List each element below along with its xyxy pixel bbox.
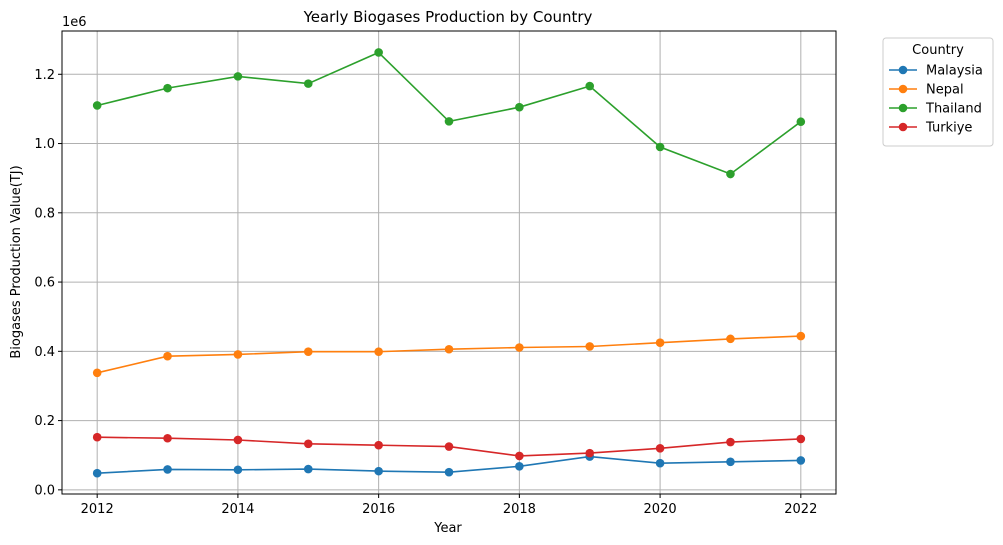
x-axis-ticks: 2012 2014 2016 2018 2020 2022 [81, 494, 817, 517]
data-point-turkiye [233, 435, 243, 445]
legend-title: Country [912, 43, 964, 58]
legend-marker-nepal [898, 84, 908, 94]
data-point-thailand [444, 117, 454, 126]
data-point-nepal [374, 347, 383, 356]
data-point-turkiye [585, 448, 595, 458]
data-point-nepal [303, 347, 313, 356]
y-axis-ticks: 0.0 0.2 0.4 0.6 0.8 1.0 1.2 [34, 68, 62, 498]
y-tick-label: 0.6 [34, 276, 55, 291]
x-tick-label: 2014 [221, 502, 254, 517]
y-tick-label: 0.4 [34, 345, 55, 360]
data-point-nepal [726, 334, 735, 344]
data-point-malaysia [796, 456, 806, 465]
legend: Country Malaysia Nepal Thailand Turkiye [882, 37, 994, 147]
x-tick-label: 2018 [503, 502, 536, 517]
data-point-malaysia [233, 465, 243, 475]
legend-box [882, 37, 994, 147]
y-axis-label: Biogases Production Value(TJ) [9, 165, 24, 358]
x-tick-label: 2012 [81, 502, 114, 517]
grid-lines [62, 31, 836, 494]
data-point-nepal [163, 351, 172, 361]
data-point-thailand [374, 48, 383, 57]
data-point-nepal [655, 338, 665, 347]
data-point-thailand [92, 101, 102, 110]
legend-marker-turkiye [898, 122, 908, 132]
data-point-malaysia [444, 467, 454, 477]
data-point-malaysia [515, 461, 524, 471]
x-axis-label: Year [433, 521, 462, 536]
data-point-turkiye [655, 443, 665, 453]
x-tick-label: 2022 [784, 502, 817, 517]
data-point-turkiye [444, 442, 454, 451]
data-point-turkiye [374, 440, 383, 450]
data-point-nepal [515, 343, 524, 352]
data-point-thailand [303, 79, 313, 88]
data-point-nepal [585, 342, 595, 351]
data-point-thailand [585, 81, 595, 91]
data-point-thailand [726, 169, 735, 179]
legend-marker-thailand [898, 103, 908, 113]
y-tick-label: 0.0 [34, 483, 55, 498]
legend-label-turkiye: Turkiye [925, 121, 972, 136]
data-point-turkiye [92, 432, 102, 442]
data-point-malaysia [92, 468, 102, 478]
legend-label-nepal: Nepal [926, 83, 964, 98]
data-point-thailand [796, 117, 806, 127]
data-point-thailand [163, 83, 172, 93]
legend-label-malaysia: Malaysia [926, 64, 983, 79]
data-point-turkiye [515, 451, 524, 461]
data-point-thailand [233, 72, 243, 81]
y-tick-label: 0.8 [34, 206, 55, 221]
data-point-malaysia [374, 466, 383, 476]
data-point-malaysia [655, 458, 665, 468]
y-tick-label: 0.2 [34, 414, 55, 429]
data-point-thailand [655, 142, 665, 152]
legend-marker-malaysia [898, 65, 908, 75]
data-point-turkiye [726, 437, 735, 447]
y-tick-label: 1.2 [34, 68, 55, 83]
data-point-malaysia [163, 465, 172, 474]
data-point-nepal [233, 350, 243, 359]
series-line-thailand [97, 51, 802, 175]
data-point-nepal [444, 344, 454, 354]
chart-title: Yearly Biogases Production by Country [303, 8, 593, 26]
data-point-turkiye [163, 433, 172, 443]
y-offset-label: 1e6 [62, 15, 87, 30]
data-point-malaysia [303, 464, 313, 474]
y-tick-label: 1.0 [34, 137, 55, 152]
x-tick-label: 2016 [362, 502, 395, 517]
data-point-turkiye [303, 439, 313, 449]
data-point-nepal [796, 331, 806, 341]
series-layer [92, 48, 806, 478]
legend-label-thailand: Thailand [925, 102, 982, 117]
series-line-nepal [97, 335, 801, 374]
x-tick-label: 2020 [644, 502, 677, 517]
data-point-nepal [92, 368, 102, 378]
data-point-turkiye [796, 434, 806, 444]
data-point-thailand [515, 102, 524, 112]
data-point-malaysia [726, 457, 735, 467]
plot-frame [61, 30, 837, 495]
